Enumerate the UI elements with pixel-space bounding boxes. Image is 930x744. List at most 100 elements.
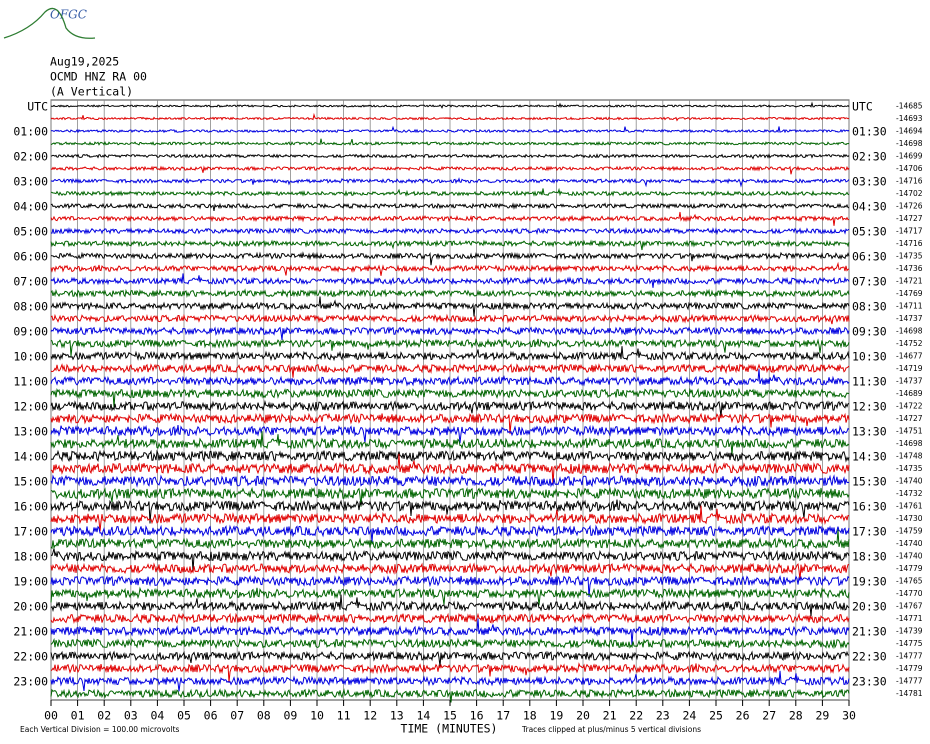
offset-label: -14769 <box>896 289 923 298</box>
x-tick-label: 10 <box>310 709 324 723</box>
trace <box>50 288 850 299</box>
component: (A Vertical) <box>50 85 133 99</box>
hour-label: 18:00 <box>13 550 48 564</box>
offset-label: -14727 <box>896 414 923 423</box>
trace <box>50 239 850 251</box>
offset-label: -14775 <box>896 639 923 648</box>
x-tick-label: 14 <box>416 709 430 723</box>
trace <box>50 424 850 444</box>
x-tick-label: 15 <box>443 709 457 723</box>
hour-label: 01:00 <box>13 125 48 139</box>
trace <box>50 431 850 455</box>
offset-label: -14737 <box>896 377 923 386</box>
offset-label: -14702 <box>896 189 923 198</box>
trace <box>50 670 850 692</box>
x-axis-label: TIME (MINUTES) <box>401 722 498 736</box>
hour-label: 08:00 <box>13 300 48 314</box>
half-hour-label: 19:30 <box>852 575 887 589</box>
hour-label: 06:00 <box>13 250 48 264</box>
half-hour-label: 12:30 <box>852 400 887 414</box>
offset-label: -14716 <box>896 177 923 186</box>
trace <box>50 138 850 146</box>
offset-label: -14761 <box>896 502 923 511</box>
offset-label: -14779 <box>896 664 923 673</box>
offset-label: -14765 <box>896 577 923 586</box>
hour-label: 14:00 <box>13 450 48 464</box>
trace <box>50 177 850 188</box>
hour-label: 12:00 <box>13 400 48 414</box>
offset-label: -14770 <box>896 589 923 598</box>
trace <box>50 202 850 211</box>
offset-label: -14735 <box>896 252 923 261</box>
half-hour-label: 18:30 <box>852 550 887 564</box>
x-tick-label: 27 <box>762 709 776 723</box>
half-hour-label: 14:30 <box>852 450 887 464</box>
x-tick-label: 05 <box>177 709 191 723</box>
x-tick-label: 02 <box>97 709 111 723</box>
trace <box>50 637 850 650</box>
offset-label: -14777 <box>896 652 923 661</box>
logo: OFGC <box>50 8 87 22</box>
hour-label: 16:00 <box>13 500 48 514</box>
half-hour-label: 21:30 <box>852 625 887 639</box>
hour-label: UTC <box>27 100 48 114</box>
half-hour-label: 08:30 <box>852 300 887 314</box>
x-tick-label: 19 <box>549 709 563 723</box>
offset-label: -14732 <box>896 489 923 498</box>
offset-label: -14767 <box>896 602 923 611</box>
x-tick-label: 01 <box>71 709 85 723</box>
offset-label: -14685 <box>896 102 923 111</box>
half-hour-label: 16:30 <box>852 500 887 514</box>
x-tick-label: 12 <box>363 709 377 723</box>
half-hour-label: 07:30 <box>852 275 887 289</box>
trace <box>50 326 850 341</box>
offset-label: -14735 <box>896 464 923 473</box>
half-hour-label: 23:30 <box>852 675 887 689</box>
hour-label: 21:00 <box>13 625 48 639</box>
x-tick-label: 30 <box>842 709 856 723</box>
trace <box>50 548 850 572</box>
trace <box>50 251 850 266</box>
x-tick-label: 25 <box>709 709 723 723</box>
x-tick-label: 17 <box>496 709 510 723</box>
trace <box>50 575 850 597</box>
clip-note: Traces clipped at plus/minus 5 vertical … <box>521 725 701 734</box>
offset-label: -14722 <box>896 402 923 411</box>
offset-label: -14740 <box>896 552 923 561</box>
x-tick-label: 21 <box>603 709 617 723</box>
x-tick-label: 23 <box>656 709 670 723</box>
offset-label: -14781 <box>896 689 923 698</box>
x-tick-label: 22 <box>629 709 643 723</box>
half-hour-label: 13:30 <box>852 425 887 439</box>
trace <box>50 125 850 134</box>
offset-label: -14737 <box>896 314 923 323</box>
x-tick-label: 11 <box>337 709 351 723</box>
half-hour-label: 01:30 <box>852 125 887 139</box>
offset-label: -14771 <box>896 614 923 623</box>
hour-label: 05:00 <box>13 225 48 239</box>
offset-label: -14779 <box>896 564 923 573</box>
offset-label: -14689 <box>896 389 923 398</box>
offset-label: -14711 <box>896 302 923 311</box>
trace <box>50 273 850 288</box>
trace <box>50 101 850 109</box>
half-hour-label: 09:30 <box>852 325 887 339</box>
x-tick-label: 26 <box>736 709 750 723</box>
trace <box>50 612 850 625</box>
hour-label: 17:00 <box>13 525 48 539</box>
offset-label: -14752 <box>896 339 923 348</box>
x-tick-label: 08 <box>257 709 271 723</box>
date: Aug19,2025 <box>50 55 119 69</box>
trace <box>50 474 850 488</box>
hour-label: 15:00 <box>13 475 48 489</box>
hour-label: 10:00 <box>13 350 48 364</box>
hour-label: 09:00 <box>13 325 48 339</box>
half-hour-label: 02:30 <box>852 150 887 164</box>
x-tick-label: 03 <box>124 709 138 723</box>
half-hour-label: 22:30 <box>852 650 887 664</box>
trace <box>50 505 850 532</box>
trace <box>50 346 850 362</box>
trace <box>50 650 850 667</box>
x-tick-label: 18 <box>523 709 537 723</box>
trace <box>50 499 850 524</box>
